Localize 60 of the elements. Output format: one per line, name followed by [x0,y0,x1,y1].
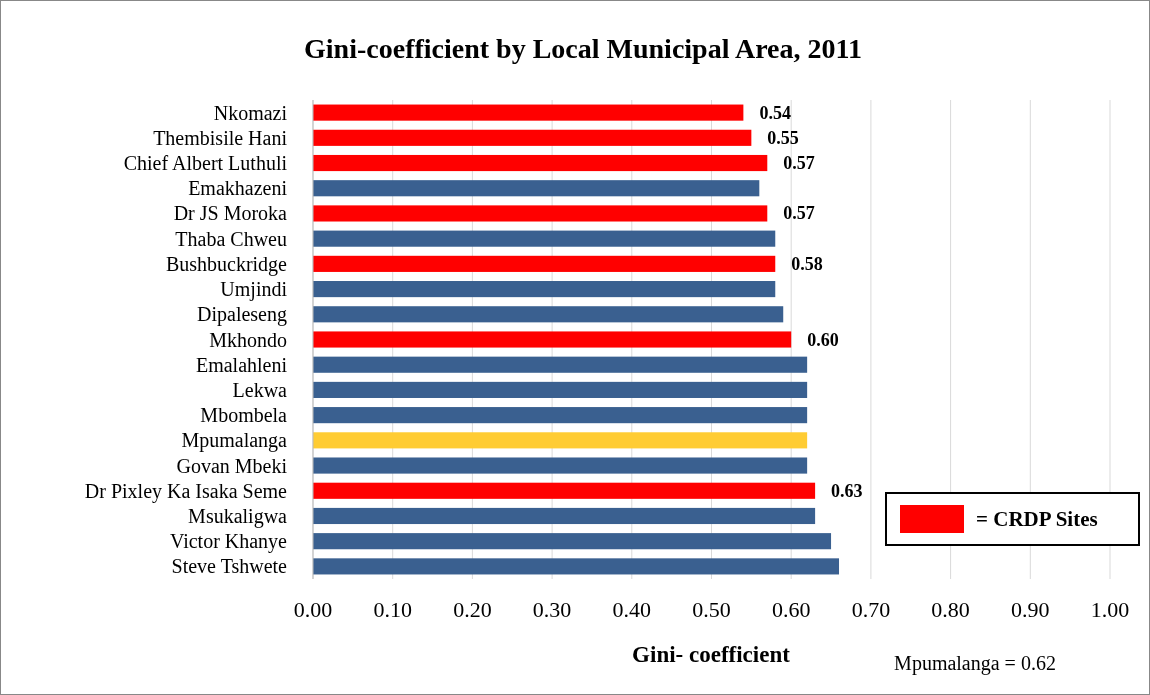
y-tick-label: Thembisile Hani [153,126,288,149]
y-tick-label: Umjindi [220,278,288,302]
x-tick-label: 0.30 [532,597,572,622]
bar [313,482,816,499]
bar [313,457,808,474]
y-tick-label: Emakhazeni [188,177,288,200]
data-label: 0.54 [759,102,791,123]
y-tick-label: Dr Pixley Ka Isaka Seme [84,479,288,503]
x-tick-label: 0.50 [692,597,731,622]
data-label: 0.55 [767,127,799,148]
y-tick-label: Steve Tshwete [171,555,288,578]
x-tick-label: 1.00 [1090,597,1130,622]
x-tick-label: 0.00 [293,597,333,622]
x-tick-label: 0.80 [931,597,970,622]
y-tick-label: Govan Mbeki [176,454,288,477]
y-tick-label: Chief Albert Luthuli [123,152,288,175]
bar [313,432,808,449]
bar [313,533,832,550]
x-tick-label: 0.40 [612,597,652,622]
legend-label: = CRDP Sites [976,507,1098,531]
x-tick-label: 0.20 [453,597,492,622]
y-tick-label: Mpumalanga [181,429,288,453]
bar [313,154,768,172]
y-tick-label: Dipaleseng [197,303,287,327]
x-tick-label: 0.90 [1011,597,1050,622]
bar [313,407,808,424]
x-tick-label: 0.60 [771,597,811,622]
bar [313,230,776,247]
bar [313,507,816,525]
bar [313,180,760,197]
y-tick-label: Victor Khanye [169,530,288,554]
data-label: 0.57 [783,203,815,224]
bar [313,381,808,398]
x-tick-label: 0.10 [373,597,412,622]
bar [313,281,776,298]
y-tick-label: Mbombela [200,404,288,427]
data-label: 0.63 [831,480,863,501]
bar [313,306,784,323]
y-tick-label: Lekwa [232,378,288,401]
text: Mpumalanga = 0.62 [894,652,1056,675]
data-label: 0.60 [807,329,839,350]
y-tick-label: Msukaligwa [188,504,288,528]
bar [313,331,792,348]
y-tick-label: Dr JS Moroka [173,202,288,225]
bar [313,104,744,121]
bar [313,129,752,146]
bar [313,558,840,575]
data-label: 0.58 [791,253,823,274]
y-tick-label: Thaba Chweu [175,227,287,250]
bar [313,205,768,222]
y-tick-label: Emalahleni [195,353,288,376]
bar [313,356,808,373]
chart-title: Gini-coefficient by Local Municipal Area, 2011 [304,33,862,64]
y-tick-label: Mkhondo [209,328,287,351]
bar [313,255,776,272]
y-tick-label: Bushbuckridge [165,252,288,276]
x-tick-label: 0.70 [851,597,891,622]
y-tick-label: Nkomazi [213,101,288,124]
data-label: 0.57 [783,153,815,174]
x-axis-title: Gini- coefficient [632,642,791,667]
